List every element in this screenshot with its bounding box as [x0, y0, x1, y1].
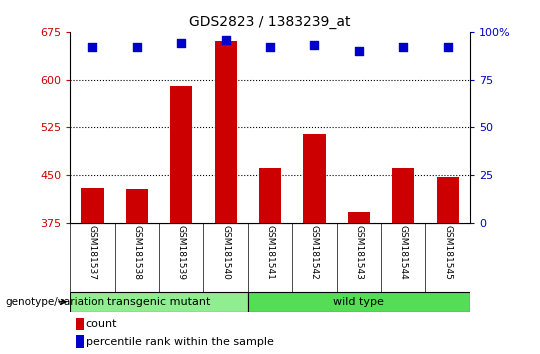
- Text: GSM181538: GSM181538: [132, 225, 141, 280]
- Bar: [82, 188, 104, 223]
- Bar: [392, 167, 414, 223]
- Point: [88, 44, 97, 50]
- Bar: [259, 167, 281, 223]
- Bar: [214, 41, 237, 223]
- Point: [310, 42, 319, 48]
- Text: count: count: [86, 319, 117, 329]
- Bar: [248, 292, 470, 312]
- Bar: [126, 189, 148, 223]
- Text: transgenic mutant: transgenic mutant: [107, 297, 211, 307]
- Text: GSM181543: GSM181543: [354, 225, 363, 280]
- Bar: [436, 177, 458, 223]
- Text: GSM181542: GSM181542: [310, 225, 319, 280]
- Text: GSM181545: GSM181545: [443, 225, 452, 280]
- Point: [177, 40, 186, 46]
- Point: [132, 44, 141, 50]
- Point: [221, 37, 230, 42]
- Bar: [303, 134, 326, 223]
- Text: GSM181537: GSM181537: [88, 225, 97, 280]
- Point: [266, 44, 274, 50]
- Title: GDS2823 / 1383239_at: GDS2823 / 1383239_at: [189, 16, 351, 29]
- Text: genotype/variation: genotype/variation: [5, 297, 105, 307]
- Text: GSM181541: GSM181541: [266, 225, 274, 280]
- Text: GSM181539: GSM181539: [177, 225, 186, 280]
- Text: GSM181540: GSM181540: [221, 225, 230, 280]
- Bar: [76, 318, 84, 330]
- Bar: [70, 292, 248, 312]
- Point: [399, 44, 408, 50]
- Point: [443, 44, 452, 50]
- Text: percentile rank within the sample: percentile rank within the sample: [86, 337, 274, 347]
- Text: GSM181544: GSM181544: [399, 225, 408, 280]
- Bar: [348, 212, 370, 223]
- Text: wild type: wild type: [333, 297, 384, 307]
- Bar: [170, 86, 192, 223]
- Point: [354, 48, 363, 54]
- Bar: [76, 335, 84, 348]
